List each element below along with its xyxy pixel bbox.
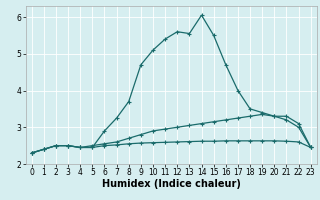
X-axis label: Humidex (Indice chaleur): Humidex (Indice chaleur): [102, 179, 241, 189]
